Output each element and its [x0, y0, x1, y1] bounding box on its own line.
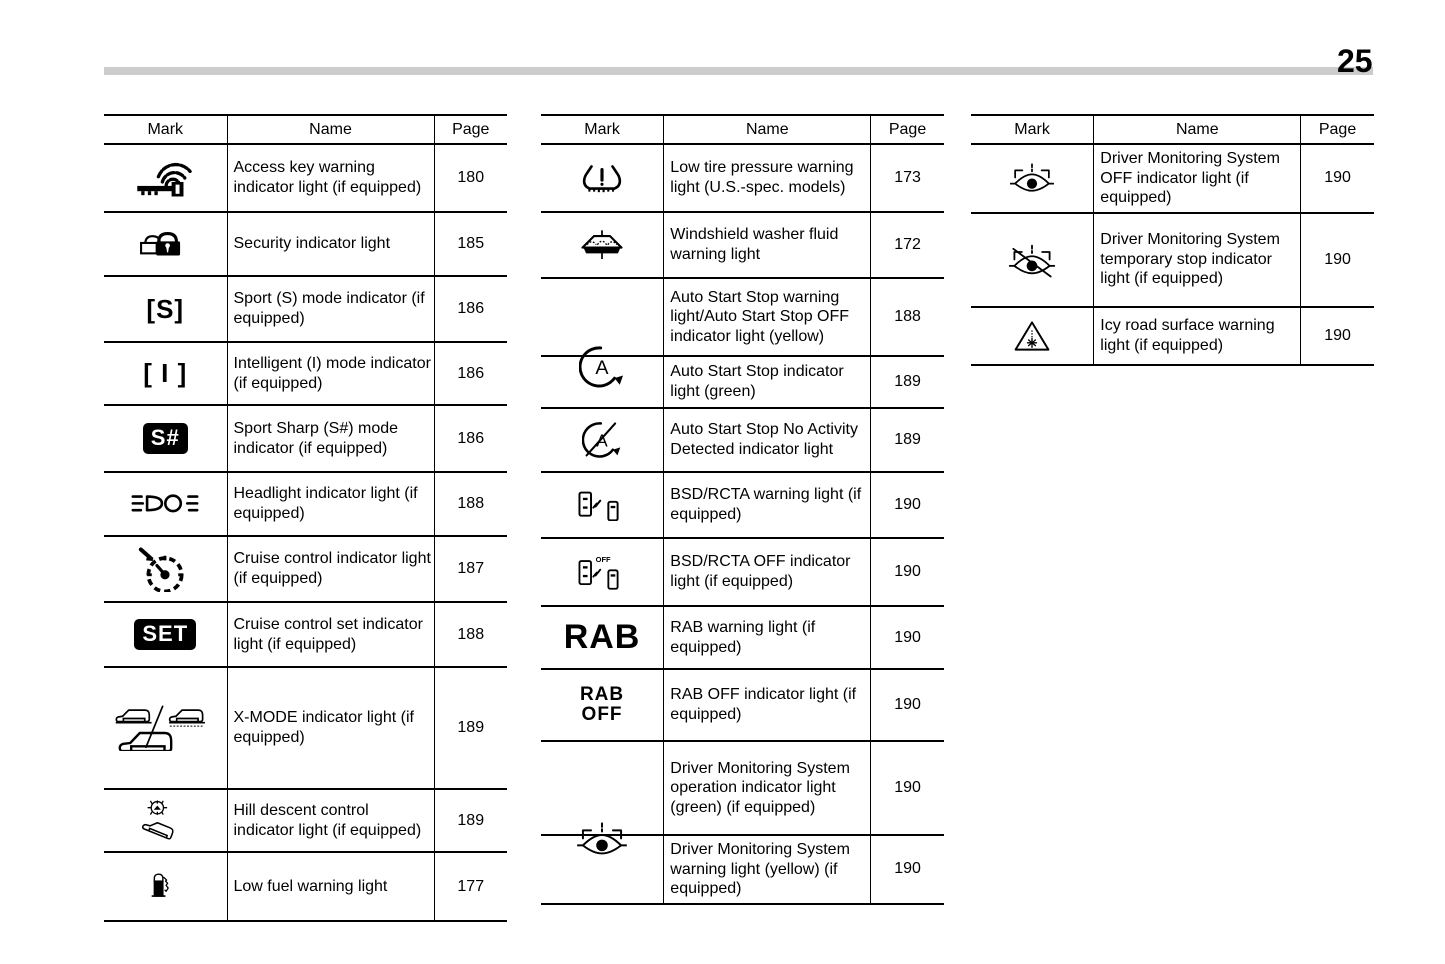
svg-text:OFF: OFF: [1024, 194, 1040, 196]
svg-text:OFF: OFF: [596, 555, 611, 564]
